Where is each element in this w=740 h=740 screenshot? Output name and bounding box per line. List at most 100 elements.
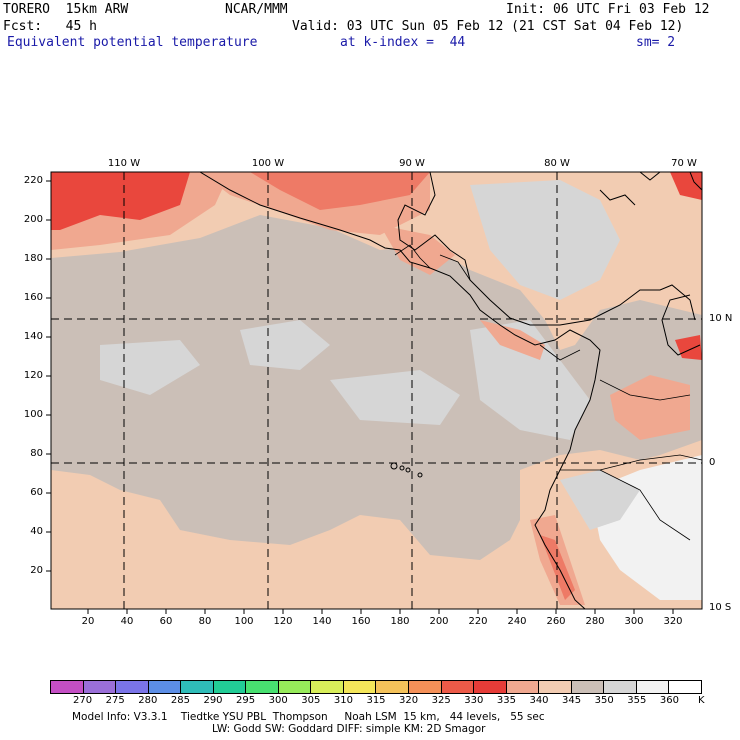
x-tick-label: 180 — [390, 616, 410, 627]
red-mexico-coast — [250, 172, 430, 210]
x-tick-label: 300 — [624, 616, 644, 627]
colorbar-swatch — [539, 681, 572, 693]
colorbar-label: 360 — [659, 695, 679, 706]
colorbar-swatch — [51, 681, 84, 693]
y-tick-label: 120 — [23, 370, 43, 381]
colorbar-swatch — [246, 681, 279, 693]
lon-label-90w: 90 W — [399, 158, 425, 169]
lon-label-80w: 80 W — [544, 158, 570, 169]
colorbar-swatch — [311, 681, 344, 693]
colorbar-label: 335 — [496, 695, 516, 706]
colorbar-unit: K — [698, 695, 705, 706]
x-tick-label: 100 — [234, 616, 254, 627]
colorbar-swatch — [181, 681, 214, 693]
map-frame — [50, 171, 703, 610]
colorbar-label: 285 — [170, 695, 190, 706]
colorbar-swatch — [636, 681, 670, 693]
colorbar-label: 320 — [399, 695, 419, 706]
colorbar-label: 350 — [594, 695, 614, 706]
init-time: Init: 06 UTC Fri 03 Feb 12 — [506, 2, 710, 17]
colorbar-swatch — [669, 681, 701, 693]
colorbar-swatch — [441, 681, 475, 693]
red-nw — [51, 172, 190, 230]
colorbar-label: 345 — [562, 695, 582, 706]
colorbar-swatch — [409, 681, 442, 693]
model-info-line1: Model Info: V3.3.1 Tiedtke YSU PBL Thomp… — [72, 711, 545, 723]
colorbar — [50, 680, 702, 694]
lon-label-110w: 110 W — [107, 158, 141, 169]
colorbar-swatch — [604, 681, 637, 693]
colorbar-label: 310 — [333, 695, 353, 706]
lon-label-100w: 100 W — [251, 158, 285, 169]
y-tick-label: 140 — [23, 331, 43, 342]
x-tick-label: 220 — [468, 616, 488, 627]
model-info-line2: LW: Godd SW: Goddard DIFF: simple KM: 2D… — [212, 723, 486, 735]
x-tick-label: 20 — [81, 616, 95, 627]
x-tick-label: 140 — [312, 616, 332, 627]
gray-interior — [560, 470, 640, 530]
salmon-colombia — [610, 375, 690, 440]
colorbar-swatch — [116, 681, 149, 693]
colorbar-label: 315 — [366, 695, 386, 706]
lon-label-70w: 70 W — [671, 158, 697, 169]
y-tick-label: 80 — [30, 448, 43, 459]
colorbar-swatch — [474, 681, 507, 693]
smoothing-info: sm= 2 — [636, 35, 676, 50]
colorbar-label: 270 — [73, 695, 93, 706]
level-info: at k-index = 44 — [340, 35, 466, 50]
colorbar-swatch — [278, 681, 312, 693]
axis-ticks — [46, 180, 674, 614]
y-tick-label: 20 — [30, 565, 43, 576]
y-tick-label: 200 — [23, 214, 43, 225]
model-center: NCAR/MMM — [225, 2, 288, 17]
x-tick-label: 200 — [429, 616, 449, 627]
coastlines — [199, 172, 702, 609]
colorbar-label: 275 — [105, 695, 125, 706]
gray-light-patch-2 — [330, 370, 460, 425]
salmon-central-america — [380, 225, 455, 275]
colorbar-swatch — [213, 681, 247, 693]
colorbar-swatch — [83, 681, 117, 693]
x-tick-label: 280 — [585, 616, 605, 627]
lat-label-0: 0 — [709, 457, 716, 468]
colorbar-label: 330 — [464, 695, 484, 706]
valid-time: Valid: 03 UTC Sun 05 Feb 12 (21 CST Sat … — [292, 19, 684, 34]
gray-light-patch-4 — [470, 320, 590, 440]
lat-label-10s: 10 S — [709, 602, 732, 613]
colorbar-label: 355 — [627, 695, 647, 706]
colorbar-label: 290 — [203, 695, 223, 706]
gray-light-patch-3 — [100, 340, 200, 395]
y-tick-label: 100 — [23, 409, 43, 420]
y-tick-label: 160 — [23, 292, 43, 303]
gray-light-caribbean — [470, 180, 620, 300]
borders — [394, 244, 702, 541]
colorbar-swatch — [343, 681, 377, 693]
colorbar-swatch — [506, 681, 540, 693]
x-tick-label: 80 — [198, 616, 212, 627]
red-ne-corner — [670, 172, 702, 200]
lat-label-10n: 10 N — [709, 313, 733, 324]
x-tick-label: 240 — [507, 616, 527, 627]
salmon-panama — [480, 320, 545, 360]
colorbar-label: 305 — [301, 695, 321, 706]
y-tick-label: 220 — [23, 175, 43, 186]
colorbar-swatch — [148, 681, 182, 693]
x-tick-label: 160 — [351, 616, 371, 627]
y-tick-label: 180 — [23, 253, 43, 264]
colorbar-label: 325 — [431, 695, 451, 706]
forecast-hour: Fcst: 45 h — [3, 19, 97, 34]
y-tick-label: 40 — [30, 526, 43, 537]
x-tick-label: 260 — [546, 616, 566, 627]
colorbar-label: 340 — [529, 695, 549, 706]
x-tick-label: 60 — [159, 616, 173, 627]
y-tick-label: 60 — [30, 487, 43, 498]
field-name: Equivalent potential temperature — [7, 35, 258, 50]
gray-light-patch-1 — [240, 320, 330, 370]
x-tick-label: 120 — [273, 616, 293, 627]
colorbar-swatch — [376, 681, 410, 693]
colorbar-label: 295 — [236, 695, 256, 706]
model-title: TORERO 15km ARW — [3, 2, 129, 17]
x-tick-label: 320 — [663, 616, 683, 627]
graticule — [51, 172, 702, 609]
